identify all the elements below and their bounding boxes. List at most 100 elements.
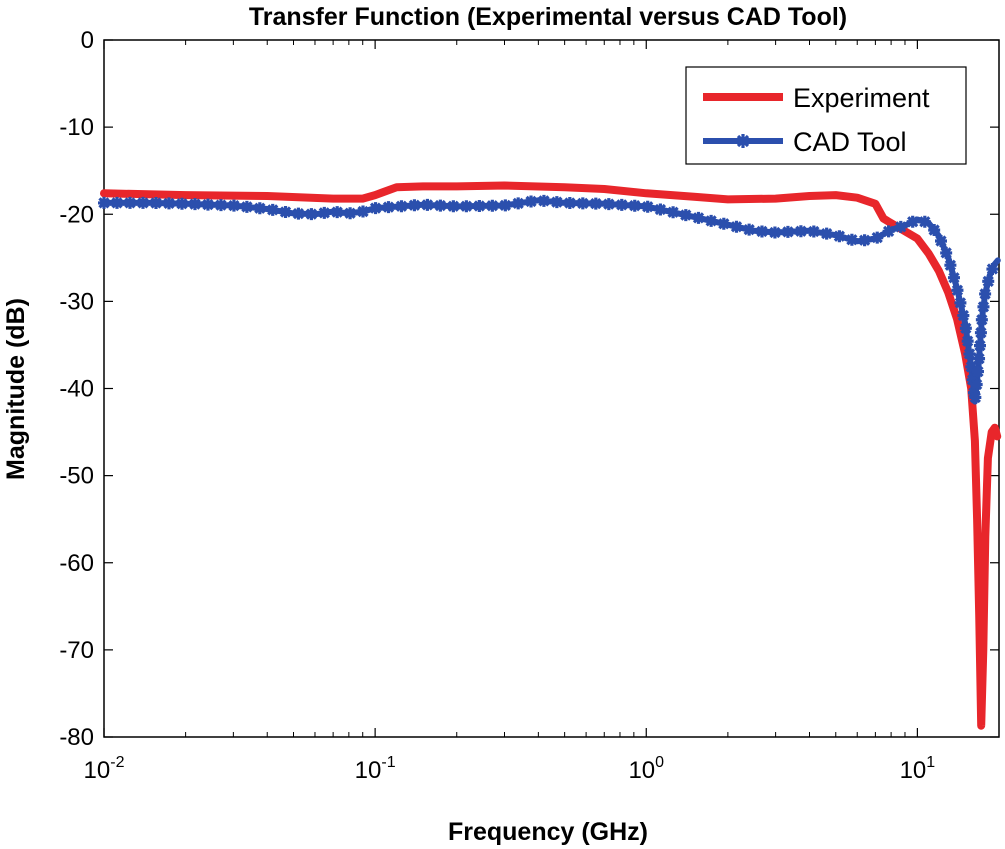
data-point-marker — [512, 197, 525, 210]
legend-box — [685, 66, 967, 165]
x-tick-exponent: 1 — [926, 754, 935, 771]
x-tick-base: 10 — [355, 757, 382, 784]
data-point-marker — [667, 206, 680, 219]
y-tick-label: -70 — [59, 637, 94, 664]
legend-label-1: CAD Tool — [793, 127, 907, 157]
data-point-marker — [973, 352, 986, 365]
data-point-marker — [460, 200, 473, 213]
data-point-marker — [974, 326, 987, 339]
y-tick-label: -80 — [59, 724, 94, 751]
x-tick-label: 10-2 — [84, 754, 125, 784]
x-tick-exponent: -1 — [381, 754, 395, 771]
data-point-marker — [537, 194, 550, 207]
y-tick-label: -30 — [59, 288, 94, 315]
data-point-marker — [918, 215, 931, 228]
x-tick-label: 101 — [900, 754, 936, 784]
data-point-marker — [486, 199, 499, 212]
data-point-marker — [845, 233, 858, 246]
data-point-marker — [356, 205, 369, 218]
data-point-marker — [961, 335, 974, 348]
data-point-marker — [957, 309, 970, 322]
data-point-marker — [111, 196, 123, 209]
data-point-marker — [965, 360, 978, 373]
data-point-marker — [935, 234, 947, 247]
data-point-marker — [550, 196, 563, 209]
y-axis-label: Magnitude (dB) — [2, 298, 30, 480]
data-point-marker — [395, 200, 408, 213]
data-point-marker — [292, 207, 305, 220]
data-point-marker — [717, 217, 730, 230]
data-point-marker — [175, 197, 188, 210]
data-point-marker — [755, 225, 768, 238]
data-point-marker — [743, 223, 756, 236]
x-tick-base: 10 — [628, 757, 655, 784]
data-point-marker — [253, 202, 266, 215]
data-point-marker — [954, 296, 967, 309]
data-point-marker — [188, 198, 201, 211]
data-point-marker — [975, 313, 988, 326]
data-point-marker — [318, 206, 331, 219]
data-point-marker — [240, 200, 253, 213]
data-point-marker — [279, 206, 292, 219]
x-tick-base: 10 — [84, 757, 111, 784]
data-point-marker — [602, 198, 615, 211]
data-point-marker — [894, 220, 907, 233]
data-point-marker — [369, 202, 382, 215]
data-point-marker — [525, 195, 538, 208]
y-tick-label: 0 — [81, 27, 94, 54]
data-point-marker — [928, 224, 941, 237]
data-point-marker — [820, 227, 833, 240]
legend-label-0: Experiment — [793, 83, 930, 113]
data-point-marker — [137, 196, 149, 209]
y-tick-label: -40 — [59, 376, 94, 403]
data-point-marker — [833, 230, 846, 243]
data-point-marker — [331, 206, 344, 219]
data-point-marker — [421, 198, 434, 211]
data-point-marker — [951, 284, 964, 297]
data-point-marker — [576, 197, 589, 210]
data-point-marker — [794, 225, 807, 238]
data-point-marker — [447, 200, 460, 213]
data-point-marker — [940, 246, 953, 259]
data-point-marker — [305, 208, 318, 221]
data-point-marker — [973, 339, 986, 352]
data-point-marker — [969, 391, 982, 404]
series-layer — [98, 181, 1002, 730]
data-point-marker — [499, 199, 512, 212]
data-point-marker — [266, 203, 279, 216]
y-tick-label: -10 — [59, 114, 94, 141]
legend: Experiment CAD Tool — [685, 66, 967, 165]
x-tick-label: 100 — [628, 754, 664, 784]
data-point-marker — [971, 365, 984, 378]
y-tick-label: -50 — [59, 463, 94, 490]
series-markers-1 — [98, 194, 999, 404]
data-point-marker — [628, 199, 641, 212]
data-point-marker — [149, 197, 162, 210]
data-point-marker — [382, 201, 395, 214]
y-tick-label: -20 — [59, 201, 94, 228]
data-point-marker — [858, 234, 871, 247]
series-line-0 — [100, 181, 1002, 730]
data-point-marker — [947, 271, 960, 284]
data-point-marker — [434, 199, 447, 212]
data-point-marker — [615, 198, 628, 211]
x-tick-exponent: -2 — [110, 754, 124, 771]
data-point-marker — [692, 211, 705, 224]
series-line-1 — [101, 197, 1001, 405]
data-point-marker — [768, 226, 781, 239]
data-point-marker — [970, 378, 983, 391]
data-point-marker — [227, 199, 240, 212]
data-point-marker — [654, 203, 667, 216]
x-axis-label: Frequency (GHz) — [448, 818, 648, 846]
data-point-marker — [408, 199, 421, 212]
data-point-marker — [214, 199, 227, 212]
data-point-marker — [781, 225, 794, 238]
data-point-marker — [641, 200, 654, 213]
data-point-marker — [959, 322, 972, 335]
data-point-marker — [906, 215, 919, 228]
data-point-marker — [473, 199, 486, 212]
data-point-marker — [882, 225, 895, 238]
data-point-marker — [977, 300, 990, 313]
data-point-marker — [982, 275, 995, 288]
